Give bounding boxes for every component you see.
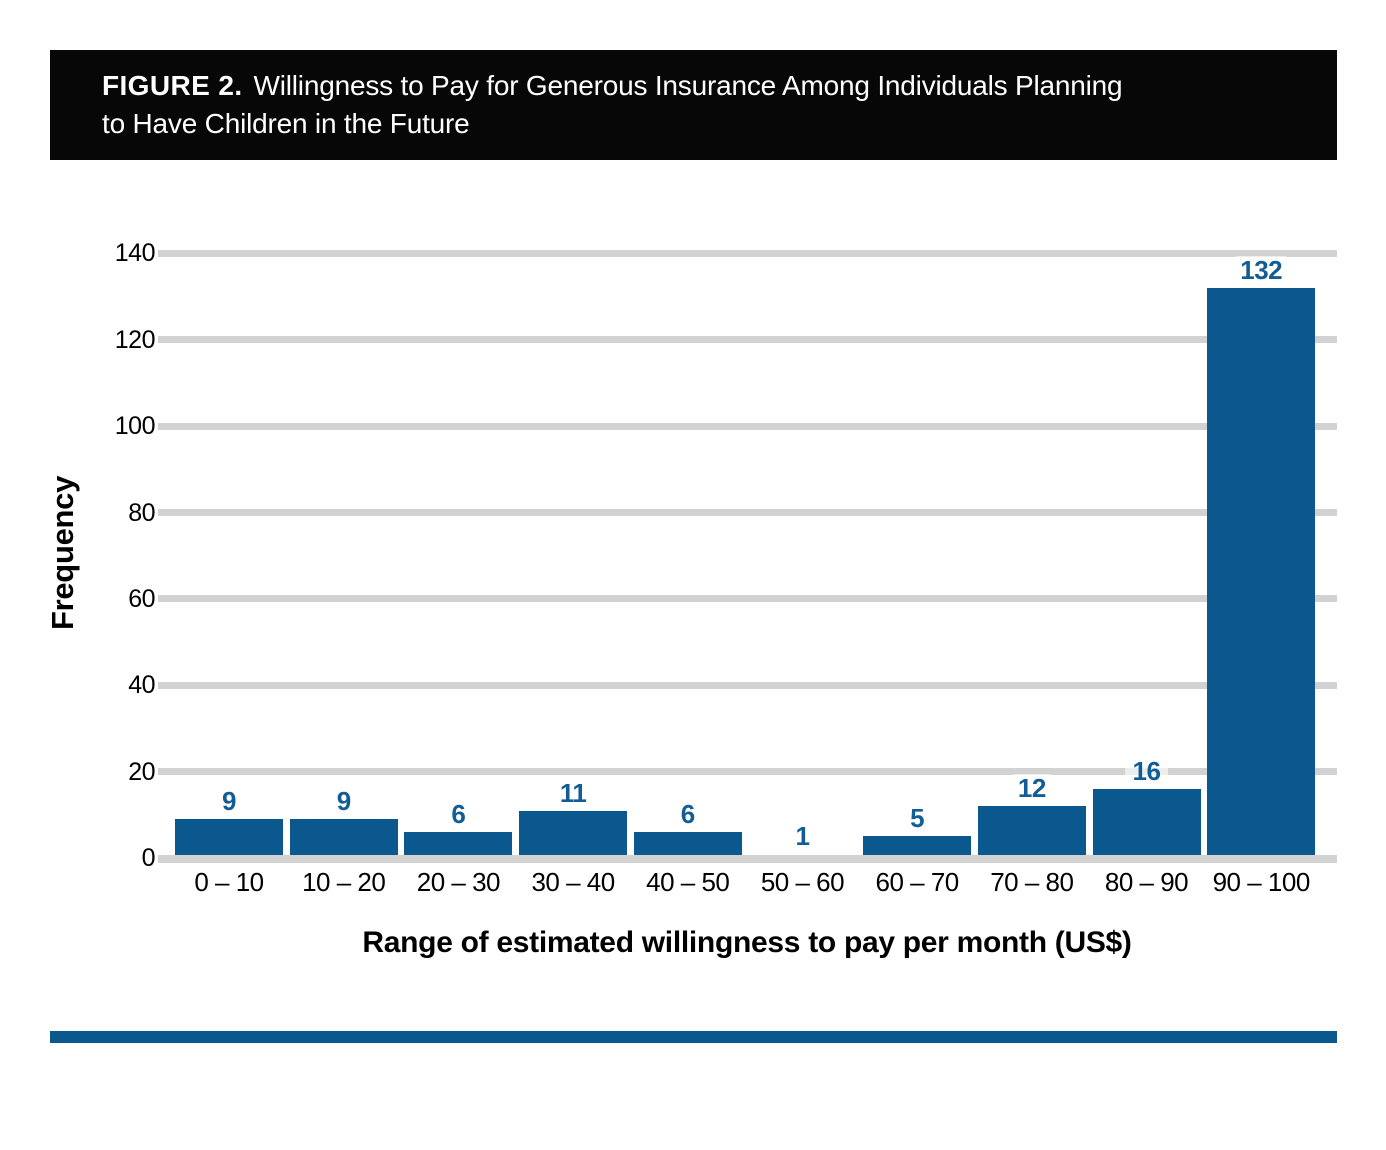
x-tick-label: 50 – 60 — [760, 867, 845, 897]
y-tick-label: 80 — [128, 498, 155, 527]
bar-70–80 — [977, 806, 1086, 855]
bar-value-label: 11 — [551, 778, 595, 807]
bar-value-label: 6 — [443, 800, 474, 829]
figure-title-line1: FIGURE 2. Willingness to Pay for Generous… — [102, 67, 1337, 105]
figure-header: FIGURE 2. Willingness to Pay for Generous… — [50, 50, 1337, 160]
bar-30–40 — [519, 810, 628, 855]
x-tick-label: 60 – 70 — [875, 867, 960, 897]
bar-60–70 — [863, 836, 972, 855]
gridline-y-60 — [158, 595, 1337, 603]
gridline-y-100 — [158, 422, 1337, 430]
x-tick-label: 70 – 80 — [990, 867, 1074, 897]
bar-value-label: 5 — [902, 804, 933, 833]
bar-80–90 — [1092, 788, 1201, 855]
bar-20–30 — [404, 832, 513, 855]
y-tick-label: 20 — [128, 757, 155, 786]
bar-value-label: 12 — [1009, 774, 1054, 803]
y-tick-label: 120 — [114, 325, 156, 354]
gridline-y-120 — [158, 336, 1337, 344]
y-tick-label: 100 — [114, 412, 156, 441]
x-axis-title: Range of estimated willingness to pay pe… — [362, 926, 1132, 959]
bar-value-label: 132 — [1232, 256, 1291, 285]
gridline-y-40 — [158, 681, 1337, 689]
x-tick-label: 80 – 90 — [1104, 867, 1189, 897]
bar-value-label: 9 — [328, 787, 359, 816]
bar-0–10 — [175, 819, 283, 855]
figure-title-text: Willingness to Pay for Generous Insuranc… — [253, 70, 1123, 101]
bar-40–50 — [633, 832, 742, 855]
x-tick-label: 20 – 30 — [416, 867, 501, 897]
x-tick-label: 90 – 100 — [1212, 867, 1311, 897]
x-tick-label: 0 – 10 — [194, 867, 264, 897]
x-tick-label: 10 – 20 — [302, 867, 386, 897]
bar-value-label: 1 — [787, 821, 818, 850]
gridline-y-140 — [158, 249, 1337, 257]
x-tick-label: 40 – 50 — [646, 867, 730, 897]
y-tick-label: 60 — [128, 584, 155, 613]
y-tick-label: 40 — [128, 671, 155, 700]
bar-value-label: 9 — [214, 787, 244, 816]
gridline-y-80 — [158, 509, 1337, 517]
y-tick-label: 0 — [141, 844, 156, 872]
figure-number-label: FIGURE 2. — [102, 70, 243, 101]
bar-value-label: 6 — [672, 800, 703, 829]
gridline-y-20 — [158, 768, 1337, 776]
y-axis-title: Frequency — [45, 475, 80, 631]
bar-90–100 — [1207, 288, 1316, 855]
bottom-rule — [50, 1031, 1337, 1043]
bar-10–20 — [289, 819, 398, 855]
figure-title-line2: to Have Children in the Future — [102, 108, 470, 139]
x-tick-label: 30 – 40 — [531, 867, 615, 897]
y-tick-label: 140 — [114, 239, 156, 268]
x-axis-baseline — [158, 855, 1337, 863]
bar-value-label: 16 — [1124, 756, 1169, 785]
